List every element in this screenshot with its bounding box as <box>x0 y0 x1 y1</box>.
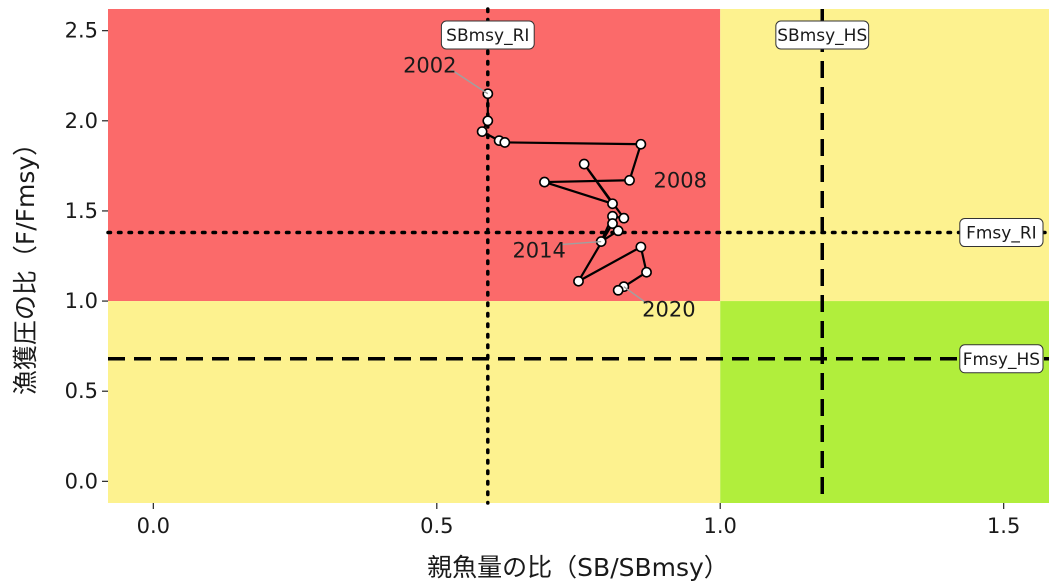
leader-line-2002 <box>451 69 489 95</box>
ref-label-SBmsy_RI: SBmsy_RI <box>446 26 529 46</box>
data-point-2010 <box>607 198 618 210</box>
y-tick-label: 1.5 <box>65 199 98 223</box>
data-point-2008 <box>624 174 635 186</box>
data-point-2012 <box>618 212 630 224</box>
ref-label-Fmsy_RI: Fmsy_RI <box>966 224 1037 244</box>
y-tick-label: 0.5 <box>65 379 98 403</box>
data-point-2004 <box>476 126 488 137</box>
y-axis-title: 漁獲圧の比（F/Fmsy） <box>11 131 40 395</box>
ref-label-box <box>959 344 1044 374</box>
year-label-2020: 2020 <box>642 298 695 322</box>
y-tick-label: 1.0 <box>65 289 98 313</box>
data-point-2011 <box>578 158 590 170</box>
leader-line-2020 <box>623 286 648 305</box>
data-point-2018 <box>635 241 647 253</box>
y-tick-label: 2.0 <box>65 109 98 133</box>
year-label-2008: 2008 <box>654 168 707 192</box>
data-point-2009 <box>539 176 550 188</box>
x-tick-label: 1.5 <box>987 514 1020 538</box>
data-point-2015 <box>612 225 624 237</box>
data-point-2003 <box>482 115 494 127</box>
x-axis-title: 親魚量の比（SB/SBmsy） <box>427 553 729 582</box>
data-point-2019 <box>641 266 652 278</box>
ref-label-SBmsy_HS: SBmsy_HS <box>777 26 867 46</box>
x-tick-label: 0.5 <box>420 514 453 538</box>
annotations: SBmsy_RI SBmsy_HS Fmsy_RI Fmsy_HS 2002 2008 20… <box>403 20 1044 374</box>
data-point-2016 <box>607 218 618 229</box>
axes: 0.0 0.5 1.0 1.5 0.0 0.5 1.0 1.5 2.0 2.5 <box>65 19 1021 538</box>
ref-label-box <box>440 20 535 50</box>
ref-label-Fmsy_HS: Fmsy_HS <box>963 350 1040 370</box>
y-tick-label: 0.0 <box>65 469 98 493</box>
data-point-2006 <box>499 137 511 148</box>
year-label-2002: 2002 <box>403 54 456 78</box>
data-point-2017 <box>573 275 584 287</box>
zone-2 <box>720 9 1049 302</box>
ref-label-box <box>959 218 1044 248</box>
data-point-2021 <box>612 284 624 296</box>
stock-status-zones <box>108 9 1049 503</box>
x-tick-label: 0.0 <box>137 514 170 538</box>
zone-3 <box>720 301 1049 503</box>
y-tick-label: 2.5 <box>65 19 98 43</box>
zone-0 <box>108 9 721 302</box>
x-tick-label: 1.0 <box>704 514 737 538</box>
data-point-2007 <box>635 138 647 150</box>
ref-label-box <box>775 20 870 50</box>
zone-1 <box>108 301 721 503</box>
leader-line-2014 <box>560 240 602 246</box>
trajectory-series <box>476 88 652 296</box>
year-label-2014: 2014 <box>512 239 565 263</box>
